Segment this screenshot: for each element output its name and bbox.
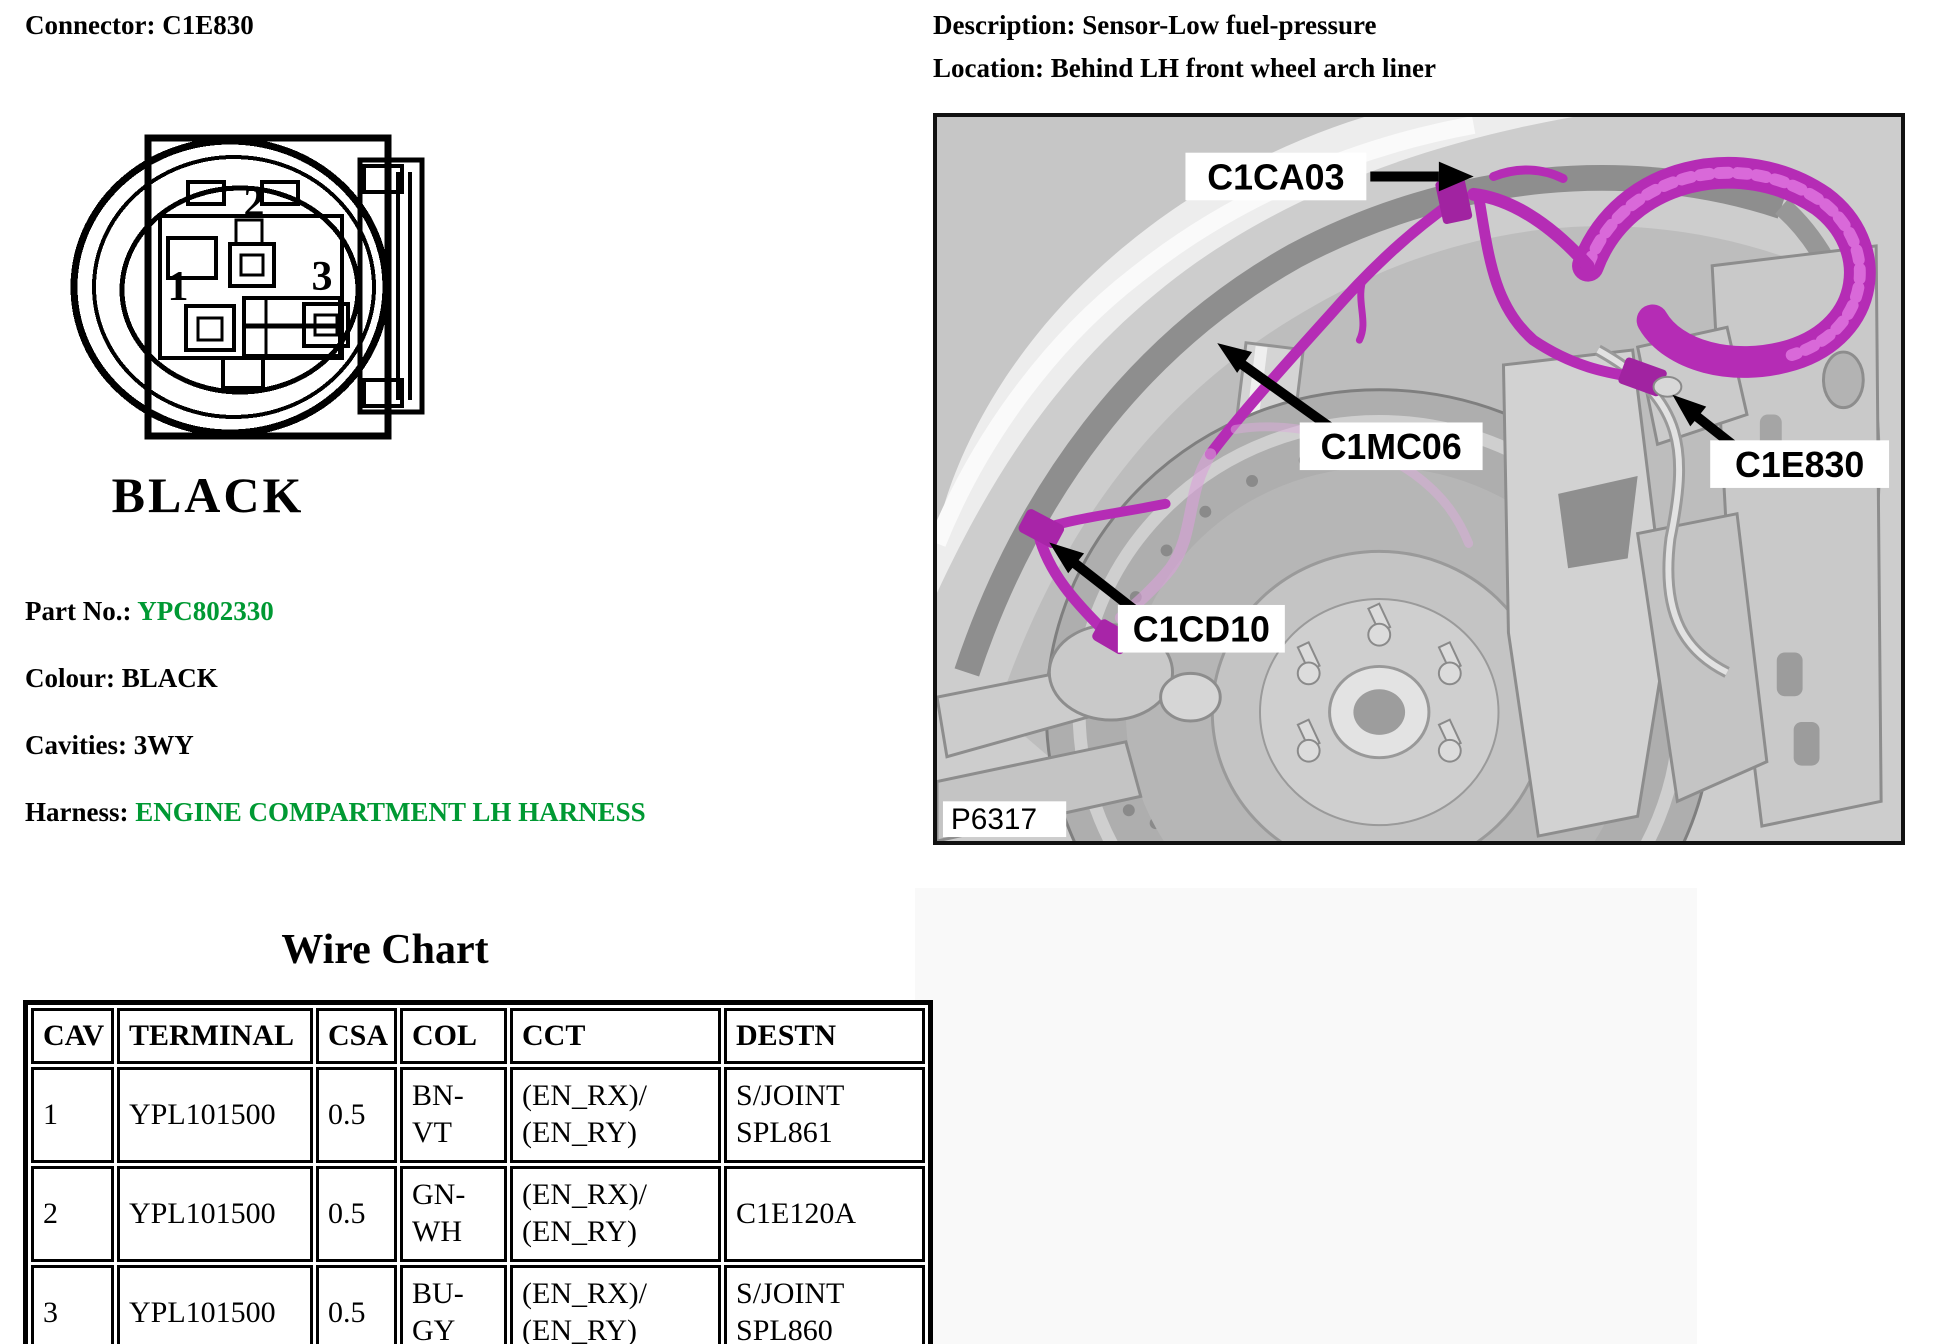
cell-cct: (EN_RX)/ (EN_RY) [510, 1265, 722, 1344]
harness-line: Harness: ENGINE COMPARTMENT LH HARNESS [25, 797, 646, 828]
col-header-col: COL [400, 1008, 508, 1064]
cell-terminal: YPL101500 [117, 1067, 313, 1163]
part-no-label: Part No.: [25, 596, 132, 626]
harness-value: ENGINE COMPARTMENT LH HARNESS [135, 797, 646, 827]
svg-text:P6317: P6317 [951, 803, 1037, 836]
pin-3-label: 3 [312, 254, 333, 300]
pin-3 [302, 302, 350, 348]
cell-destn: C1E120A [724, 1166, 926, 1262]
location-value: Behind LH front wheel arch liner [1050, 53, 1437, 83]
wire-chart-title: Wire Chart [281, 927, 489, 973]
svg-text:C1CA03: C1CA03 [1207, 157, 1344, 197]
part-no-value: YPC802330 [137, 596, 274, 626]
cell-cct: (EN_RX)/ (EN_RY) [510, 1166, 722, 1262]
wire-chart-table: CAV TERMINAL CSA COL CCT DESTN 1 YPL1015… [23, 1000, 934, 1344]
figure-id-tag: P6317 [942, 801, 1067, 838]
arrow-up-left-icon [1217, 343, 1253, 373]
wheel-arch-illustration: C1CA03 C1MC06 C1E830 C1CD10 [937, 117, 1901, 841]
callout-c1mc06: C1MC06 [1217, 343, 1483, 471]
connector-heading: Connector: C1E830 [25, 10, 254, 41]
cell-csa: 0.5 [316, 1067, 398, 1163]
callout-c1ca03: C1CA03 [1185, 152, 1474, 201]
cell-cav: 1 [31, 1067, 114, 1163]
side-panel [915, 888, 1697, 1344]
description-value: Sensor-Low fuel-pressure [1082, 10, 1377, 40]
pin-2-label: 2 [244, 180, 265, 226]
cell-col: BN- VT [400, 1067, 508, 1163]
pin-1 [184, 304, 236, 352]
cell-cav: 2 [31, 1166, 114, 1262]
table-row: 2 YPL101500 0.5 GN- WH (EN_RX)/ (EN_RY) … [31, 1166, 926, 1262]
cell-terminal: YPL101500 [117, 1166, 313, 1262]
harness-branch-right [1473, 190, 1639, 383]
connector-heading-label: Connector: [25, 10, 156, 40]
table-row: 1 YPL101500 0.5 BN- VT (EN_RX)/ (EN_RY) … [31, 1067, 926, 1163]
svg-text:C1CD10: C1CD10 [1133, 610, 1270, 650]
location-label: Location: [933, 53, 1044, 83]
pin-2 [228, 242, 276, 288]
arrow-up-left-icon [1672, 394, 1707, 427]
harness-main-run [1204, 195, 1460, 460]
svg-text:C1MC06: C1MC06 [1321, 427, 1462, 467]
connector-colour-caption: BLACK [111, 467, 305, 523]
cell-destn: S/JOINT SPL861 [724, 1067, 926, 1163]
cell-col: GN- WH [400, 1166, 508, 1262]
cavities-line: Cavities: 3WY [25, 730, 194, 761]
wheel-arch-photo: C1CA03 C1MC06 C1E830 C1CD10 [933, 113, 1905, 845]
description-line: Description: Sensor-Low fuel-pressure [933, 10, 1376, 41]
cell-cct: (EN_RX)/ (EN_RY) [510, 1067, 722, 1163]
description-label: Description: [933, 10, 1076, 40]
cavities-value: 3WY [133, 730, 194, 760]
cell-cav: 3 [31, 1265, 114, 1344]
arrow-right-icon [1438, 161, 1474, 192]
wheel-studs [1296, 602, 1462, 763]
colour-line: Colour: BLACK [25, 663, 218, 694]
pin-1-label: 1 [168, 264, 189, 310]
cavities-label: Cavities: [25, 730, 127, 760]
caliper-assembly [1501, 325, 1769, 838]
connector-face-drawing: 1 2 3 [70, 134, 425, 440]
cell-terminal: YPL101500 [117, 1265, 313, 1344]
connector-face-diagram: 1 2 3 [58, 120, 456, 461]
arrow-up-left-icon [1049, 542, 1085, 574]
wire-chart-header-row: CAV TERMINAL CSA COL CCT DESTN [31, 1008, 926, 1064]
callout-c1e830: C1E830 [1672, 394, 1890, 488]
colour-label: Colour: [25, 663, 115, 693]
cell-csa: 0.5 [316, 1166, 398, 1262]
table-row: 3 YPL101500 0.5 BU- GY (EN_RX)/ (EN_RY) … [31, 1265, 926, 1344]
colour-value: BLACK [121, 663, 218, 693]
svg-text:C1E830: C1E830 [1735, 445, 1864, 485]
col-header-destn: DESTN [724, 1008, 926, 1064]
col-header-csa: CSA [316, 1008, 398, 1064]
callout-c1cd10: C1CD10 [1049, 542, 1285, 653]
col-header-cav: CAV [31, 1008, 114, 1064]
cell-csa: 0.5 [316, 1265, 398, 1344]
col-header-cct: CCT [510, 1008, 722, 1064]
harness-label: Harness: [25, 797, 129, 827]
c1cd10-connector [1018, 509, 1065, 549]
col-header-terminal: TERMINAL [117, 1008, 313, 1064]
part-no-line: Part No.: YPC802330 [25, 596, 274, 627]
location-line: Location: Behind LH front wheel arch lin… [933, 53, 1436, 84]
cell-col: BU- GY [400, 1265, 508, 1344]
connector-heading-value: C1E830 [162, 10, 254, 40]
cell-destn: S/JOINT SPL860 [724, 1265, 926, 1344]
